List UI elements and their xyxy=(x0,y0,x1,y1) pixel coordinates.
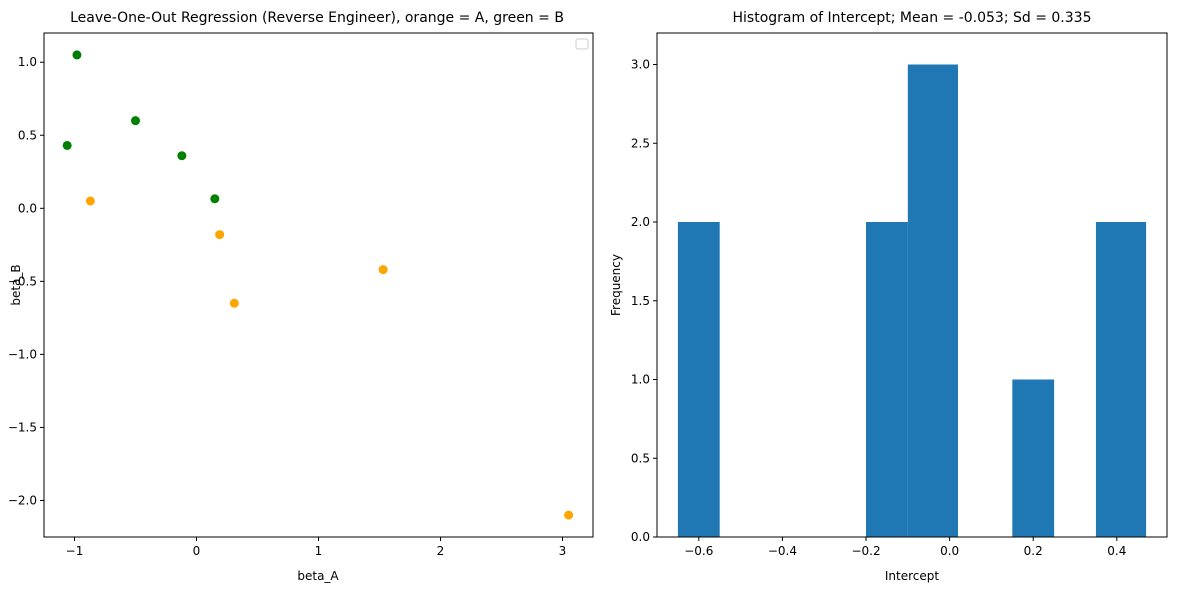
x-tick-label: −0.2 xyxy=(851,544,880,558)
y-tick-label: 2.0 xyxy=(631,215,650,229)
x-tick-label: 0.0 xyxy=(940,544,959,558)
scatter-point xyxy=(85,196,95,206)
histogram-chart: Histogram of Intercept; Mean = -0.053; S… xyxy=(609,10,1168,583)
y-tick-label: 1.0 xyxy=(631,373,650,387)
histogram-axes-frame xyxy=(656,32,1168,538)
x-tick-label: 2 xyxy=(437,544,445,558)
histogram-ylabel: Frequency xyxy=(609,254,623,316)
scatter-point xyxy=(177,151,187,161)
scatter-xlabel: beta_A xyxy=(297,569,339,583)
histogram-bar xyxy=(677,222,720,537)
histogram-xlabel: Intercept xyxy=(885,569,940,583)
x-tick-label: 0 xyxy=(193,544,201,558)
y-tick-label: 0.0 xyxy=(18,201,37,215)
scatter-point xyxy=(131,116,140,126)
histogram-title: Histogram of Intercept; Mean = -0.053; S… xyxy=(733,10,1092,26)
y-tick-label: 0.5 xyxy=(631,451,650,465)
scatter-point xyxy=(62,140,72,150)
y-tick-label: 3.0 xyxy=(631,58,650,72)
x-tick-label: 0.2 xyxy=(1024,544,1043,558)
scatter-ylabel: beta_B xyxy=(9,264,23,305)
scatter-axes-frame xyxy=(43,32,594,538)
y-tick-label: 1.5 xyxy=(631,294,650,308)
scatter-point xyxy=(229,298,239,308)
y-tick-label: 2.5 xyxy=(631,136,650,150)
scatter-point xyxy=(378,265,388,275)
scatter-point xyxy=(210,194,220,204)
x-tick-label: −1 xyxy=(66,544,84,558)
x-tick-label: 1 xyxy=(315,544,323,558)
y-tick-label: 0.0 xyxy=(631,530,650,544)
scatter-point xyxy=(215,230,225,240)
scatter-point xyxy=(72,50,82,60)
scatter-plot-area: −1 0 1 2 3 −2.0 −1.5 −1.0 −0.5 0.0 0.5 1.0 xyxy=(8,50,574,558)
x-tick-label: −0.6 xyxy=(684,544,713,558)
y-tick-label: −1.5 xyxy=(8,420,37,434)
scatter-title: Leave-One-Out Regression (Reverse Engine… xyxy=(70,10,564,26)
scatter-chart: Leave-One-Out Regression (Reverse Engine… xyxy=(8,10,594,583)
histogram-plot-area: −0.6 −0.4 −0.2 0.0 0.2 0.4 0.0 0.5 1.0 1.5 2.0 2.5 3… xyxy=(631,58,1147,558)
y-tick-label: −0.5 xyxy=(8,274,37,288)
y-tick-label: 1.0 xyxy=(18,55,37,69)
x-tick-label: 0.4 xyxy=(1107,544,1126,558)
histogram-bar xyxy=(1095,222,1147,537)
histogram-bar xyxy=(866,222,908,537)
x-tick-label: 3 xyxy=(559,544,567,558)
histogram-bar xyxy=(1012,379,1055,537)
x-tick-label: −0.4 xyxy=(768,544,797,558)
y-tick-label: 0.5 xyxy=(18,128,37,142)
y-tick-label: −2.0 xyxy=(8,493,37,507)
y-tick-label: −1.0 xyxy=(8,347,37,361)
scatter-point xyxy=(564,510,574,520)
histogram-bar xyxy=(907,64,958,537)
scatter-legend-box xyxy=(575,38,589,50)
